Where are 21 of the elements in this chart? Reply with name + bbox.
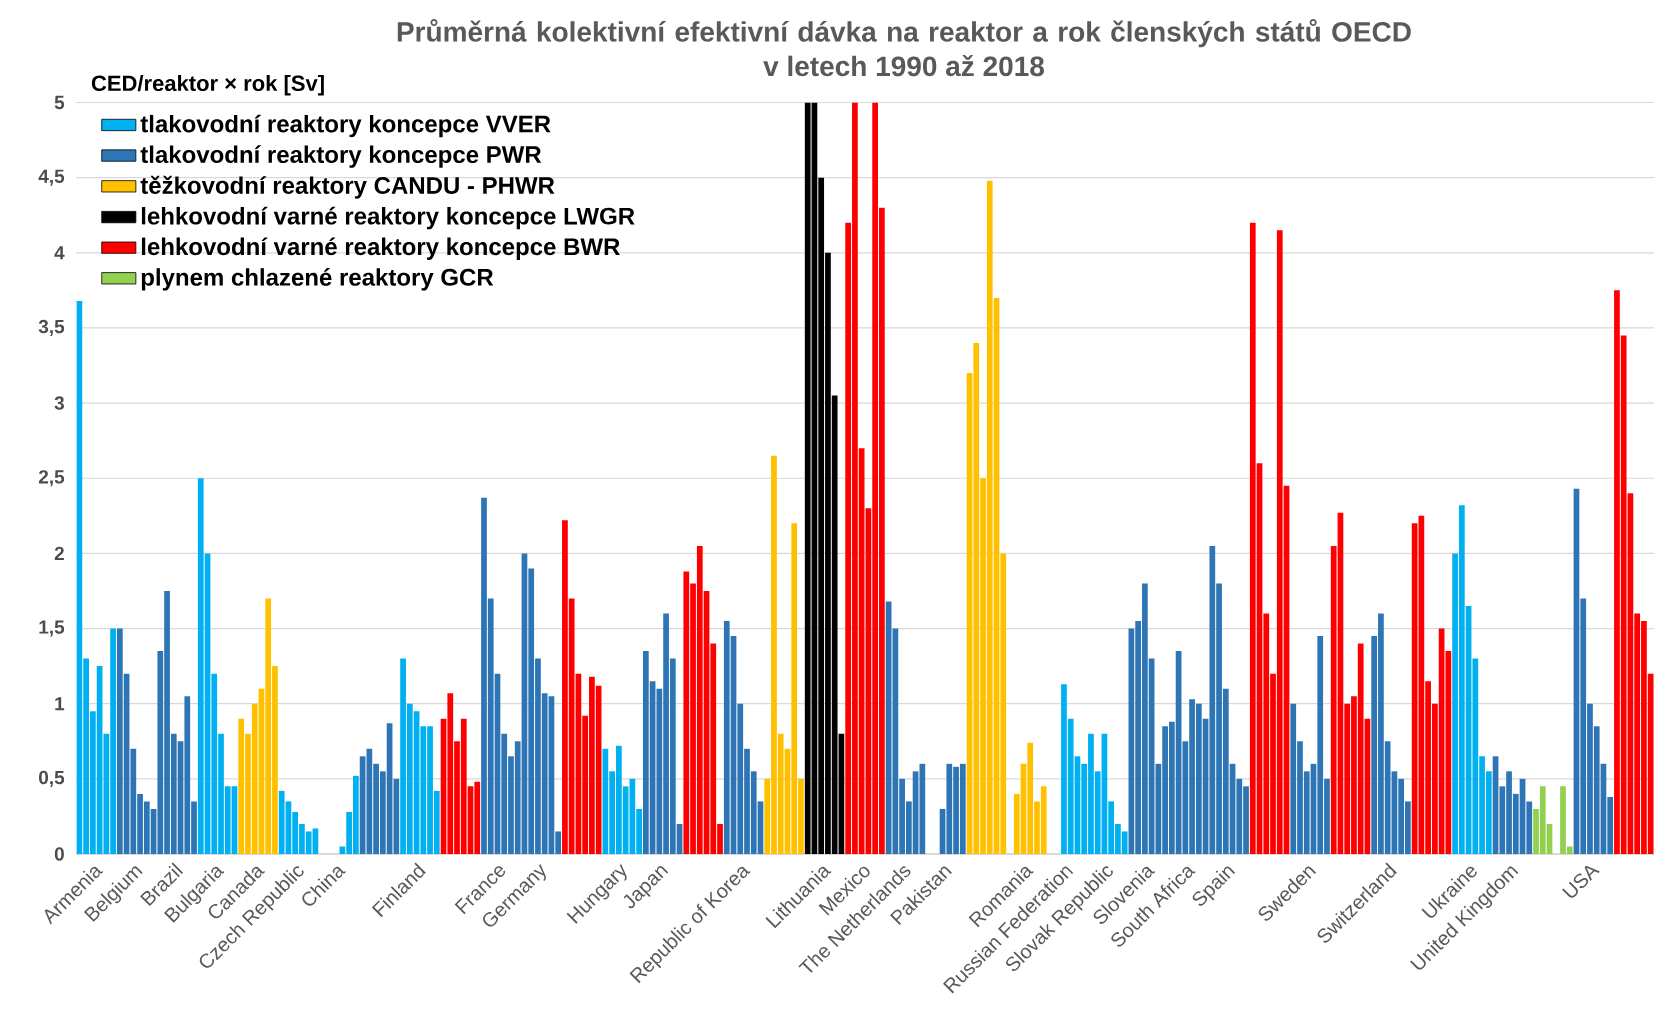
legend-label: tlakovodní reaktory koncepce PWR	[140, 145, 542, 168]
chart-title: Průměrná kolektivní efektivní dávka na reaktor a rok členských států OECD	[397, 19, 1411, 48]
x-tick-label: USA	[1562, 865, 1600, 898]
legend-label: těžkovodní reaktory CANDU - PHWR	[140, 175, 555, 199]
legend-label: lehkovodní varné reaktory koncepce LWGR	[141, 206, 635, 230]
y-axis-title: CED/reaktor × rok [Sv]	[91, 74, 324, 96]
y-tick-label: 4,5	[38, 169, 65, 186]
y-tick-label: 1,5	[39, 620, 65, 637]
y-tick-label: 3	[54, 396, 64, 410]
y-tick-label: 0,5	[39, 770, 65, 787]
y-tick-label: 5	[54, 95, 65, 110]
chart-subtitle: v letech 1990 až 2018	[763, 55, 1044, 77]
legend-label: lehkovodní varné reaktory koncepce BWR	[141, 237, 620, 260]
y-tick-label: 3,5	[38, 319, 65, 337]
y-tick-label: 0	[54, 847, 64, 861]
legend-label: plynem chlazené reaktory GCR	[141, 267, 494, 291]
y-tick-label: 2,5	[38, 470, 65, 487]
y-tick-label: 1	[55, 697, 65, 711]
y-tick-label: 2	[54, 546, 64, 561]
legend-label: tlakovodní reaktory koncepce VVER	[140, 114, 551, 138]
y-tick-label: 4	[54, 246, 65, 260]
